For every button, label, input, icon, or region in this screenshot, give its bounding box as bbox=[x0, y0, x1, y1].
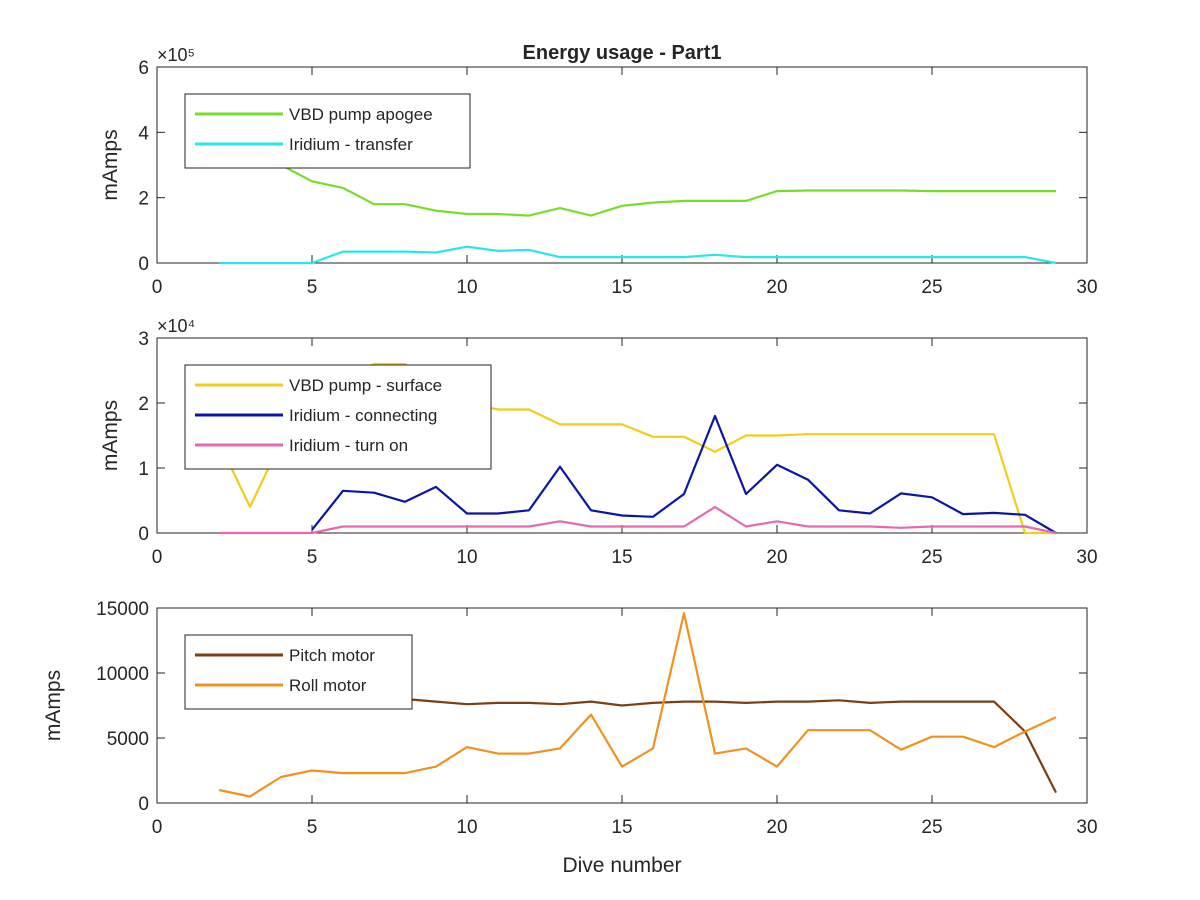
y-tick-label: 0 bbox=[138, 254, 149, 275]
legend-label: Iridium - transfer bbox=[289, 135, 413, 154]
y-axis-exponent: ×10⁴ bbox=[157, 316, 195, 336]
x-tick-label: 0 bbox=[152, 547, 163, 568]
series-line-3 bbox=[219, 505, 1057, 535]
legend-label: VBD pump - surface bbox=[289, 376, 442, 395]
x-tick-label: 0 bbox=[152, 817, 163, 838]
x-tick-label: 30 bbox=[1076, 277, 1097, 298]
series-line-2 bbox=[311, 414, 1057, 534]
x-tick-label: 20 bbox=[766, 277, 787, 298]
x-tick-label: 10 bbox=[456, 547, 477, 568]
y-tick-label: 15000 bbox=[96, 599, 149, 620]
x-tick-label: 5 bbox=[307, 547, 318, 568]
legend-label: Iridium - connecting bbox=[289, 406, 437, 425]
x-tick-label: 15 bbox=[611, 817, 632, 838]
y-tick-label: 10000 bbox=[96, 664, 149, 685]
x-tick-label: 0 bbox=[152, 277, 163, 298]
x-tick-label: 30 bbox=[1076, 817, 1097, 838]
x-axis-label: Dive number bbox=[562, 854, 681, 877]
y-tick-label: 2 bbox=[138, 394, 149, 415]
series-line-2 bbox=[218, 612, 1057, 798]
x-tick-label: 10 bbox=[456, 277, 477, 298]
x-tick-label: 15 bbox=[611, 547, 632, 568]
chart-panel-1: 0 5 10 15 20 25 30 0 2 4 6 ×10⁵ mAmps Energy usage - … bbox=[99, 42, 1098, 298]
x-tick-label: 20 bbox=[766, 817, 787, 838]
x-tick-label: 25 bbox=[921, 277, 942, 298]
x-tick-label: 5 bbox=[307, 817, 318, 838]
x-tick-label: 10 bbox=[456, 817, 477, 838]
y-tick-label: 4 bbox=[138, 123, 149, 144]
chart-panel-2: 0 5 10 15 20 25 30 0 1 2 3 ×10⁴ mAmps VBD pump - surf… bbox=[99, 316, 1098, 568]
legend-label: VBD pump apogee bbox=[289, 105, 433, 124]
x-tick-label: 25 bbox=[921, 817, 942, 838]
y-axis-label: mAmps bbox=[99, 400, 122, 471]
chart-panel-3: 0 5 10 15 20 25 30 0 5000 10000 15000 mAmps Pitch mo… bbox=[42, 599, 1098, 838]
x-tick-label: 30 bbox=[1076, 547, 1097, 568]
y-axis-label: mAmps bbox=[99, 129, 122, 200]
legend-label: Iridium - turn on bbox=[289, 436, 408, 455]
legend-box bbox=[184, 93, 471, 169]
chart-title: Energy usage - Part1 bbox=[523, 42, 722, 64]
legend-box bbox=[184, 364, 492, 470]
series-line-1 bbox=[404, 697, 1057, 794]
y-tick-label: 0 bbox=[138, 794, 149, 815]
y-tick-label: 2 bbox=[138, 189, 149, 210]
y-tick-label: 6 bbox=[138, 58, 149, 79]
legend-box bbox=[184, 634, 413, 710]
y-tick-label: 5000 bbox=[107, 729, 149, 750]
x-tick-label: 20 bbox=[766, 547, 787, 568]
x-tick-label: 25 bbox=[921, 547, 942, 568]
series-line-1 bbox=[218, 154, 1056, 217]
x-tick-label: 5 bbox=[307, 277, 318, 298]
y-axis-label: mAmps bbox=[42, 670, 65, 741]
y-tick-label: 3 bbox=[138, 329, 149, 350]
legend-label: Roll motor bbox=[289, 676, 367, 695]
series-line-2 bbox=[219, 245, 1057, 265]
y-tick-label: 1 bbox=[138, 459, 149, 480]
y-axis-exponent: ×10⁵ bbox=[157, 45, 195, 65]
legend-label: Pitch motor bbox=[289, 646, 375, 665]
x-tick-label: 15 bbox=[611, 277, 632, 298]
y-tick-label: 0 bbox=[138, 524, 149, 545]
